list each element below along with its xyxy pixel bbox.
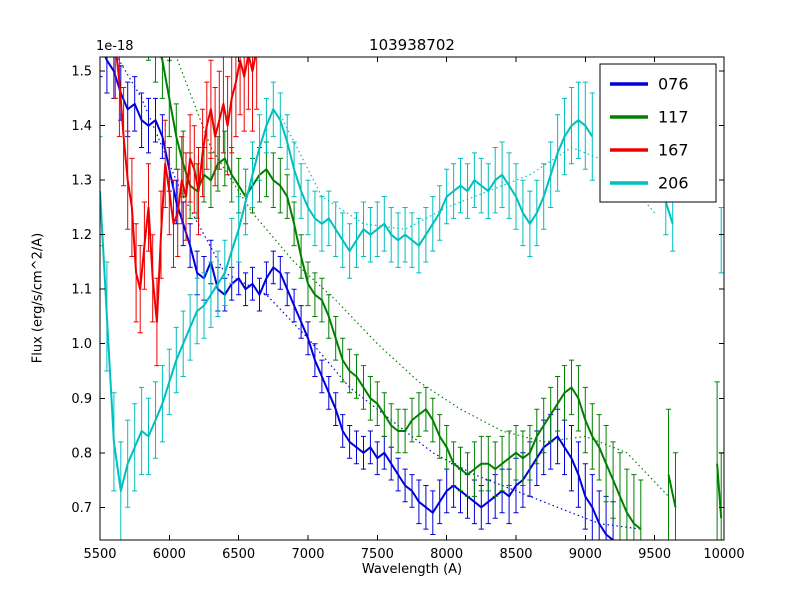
legend-label-206: 206 (658, 174, 689, 193)
plot-area (100, 57, 724, 540)
x-tick-label: 10000 (703, 547, 744, 562)
legend-item-206: 206 (610, 174, 689, 193)
legend-label-117: 117 (658, 108, 689, 127)
spectrum-line-167 (115, 57, 257, 323)
spectrum-line-117 (160, 57, 723, 530)
legend-box (599, 63, 717, 203)
y-tick-label: 0.8 (71, 446, 92, 461)
series-206 (100, 81, 724, 540)
x-tick-label: 8000 (430, 547, 463, 562)
y-tick-label: 1.0 (71, 337, 92, 352)
y-tick-label: 1.3 (71, 174, 92, 189)
model-line-206 (279, 114, 656, 230)
legend-item-076: 076 (610, 75, 689, 94)
x-tick-label: 9000 (569, 547, 602, 562)
x-tick-label: 9500 (638, 547, 671, 562)
x-tick-label: 5500 (83, 547, 116, 562)
legend-item-167: 167 (610, 141, 689, 160)
y-tick-label: 1.4 (71, 119, 92, 134)
legend: 076 117 167 206 (599, 63, 717, 203)
y-tick-label: 1.2 (71, 228, 92, 243)
series-167 (112, 57, 260, 367)
y-tick-label: 0.9 (71, 392, 92, 407)
legend-item-117: 117 (610, 108, 689, 127)
legend-label-167: 167 (658, 141, 689, 160)
y-tick-label: 0.7 (71, 501, 92, 516)
y-axis-offset-label: 1e-18 (96, 39, 134, 54)
y-tick-label: 1.5 (71, 65, 92, 80)
y-axis-label: Flux (erg/s/cm^2/A) (30, 232, 46, 364)
plot-title: 103938702 (369, 36, 455, 54)
x-tick-label: 8500 (499, 547, 532, 562)
model-line-117 (175, 57, 669, 497)
x-tick-label: 7000 (291, 547, 324, 562)
plot-frame (99, 56, 725, 541)
tick-labels: 5500 6000 6500 7000 7500 8000 8500 9000 9500 1000… (71, 65, 744, 562)
legend-label-076: 076 (658, 75, 689, 94)
x-tick-label: 6500 (222, 547, 255, 562)
series-117 (145, 57, 724, 540)
x-tick-label: 7500 (361, 547, 394, 562)
y-tick-label: 1.1 (71, 283, 92, 298)
x-axis-label: Wavelength (A) (361, 562, 463, 577)
x-tick-label: 6000 (153, 547, 186, 562)
axis-ticks (99, 57, 725, 540)
